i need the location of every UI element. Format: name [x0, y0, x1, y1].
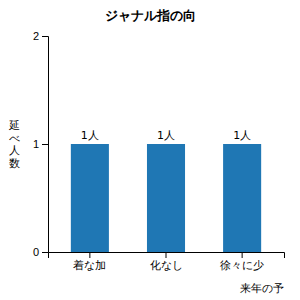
y-tick-label: 1	[33, 138, 39, 150]
bar	[147, 144, 185, 252]
chart: ジャナル指の向 0 1 2 着な加 化なし 徐々に少 1人 1人 1人 延べ人数来年の予	[0, 0, 300, 300]
y-axis-title: 延べ人数	[8, 119, 20, 170]
y-tick: 0	[33, 246, 48, 258]
x-tick: 徐々に少	[220, 252, 264, 271]
data-label: 1人	[157, 129, 175, 142]
x-tick-label: 徐々に少	[220, 259, 264, 271]
y-tick-mark	[42, 144, 48, 145]
y-axis: 0 1 2	[33, 30, 49, 258]
title: ジャナル指の向	[105, 8, 196, 23]
bar	[223, 144, 261, 252]
y-tick: 2	[33, 30, 48, 42]
data-label: 1人	[81, 129, 99, 142]
y-tick-label: 2	[33, 30, 39, 42]
y-tick-mark	[42, 36, 48, 37]
x-tick-mark	[166, 252, 167, 258]
x-tick: 着な加	[73, 252, 106, 271]
x-axis: 着な加 化なし 徐々に少	[49, 252, 285, 271]
x-tick-label: 着な加	[73, 259, 106, 271]
x-tick-mark	[89, 252, 90, 258]
x-tick-mark	[242, 252, 243, 258]
data-label: 1人	[233, 129, 251, 142]
x-tick-label: 化なし	[150, 259, 183, 271]
annotation: 来年の予	[240, 282, 284, 295]
y-tick: 1	[33, 138, 48, 150]
plot-area	[71, 144, 261, 252]
y-tick-label: 0	[33, 246, 39, 258]
bar	[71, 144, 109, 252]
x-tick: 化なし	[150, 252, 183, 271]
y-axis-line	[42, 37, 49, 253]
data-labels: 1人 1人 1人	[81, 129, 251, 142]
x-axis-line	[49, 253, 285, 259]
y-tick-mark	[42, 252, 48, 253]
